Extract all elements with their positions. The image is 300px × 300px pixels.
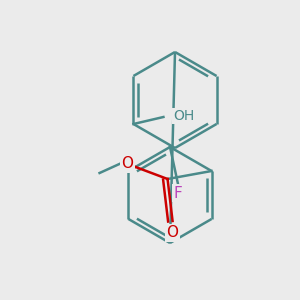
Text: OH: OH — [173, 109, 195, 123]
Text: F: F — [174, 185, 182, 200]
Text: O: O — [122, 157, 134, 172]
Text: O: O — [167, 226, 178, 241]
